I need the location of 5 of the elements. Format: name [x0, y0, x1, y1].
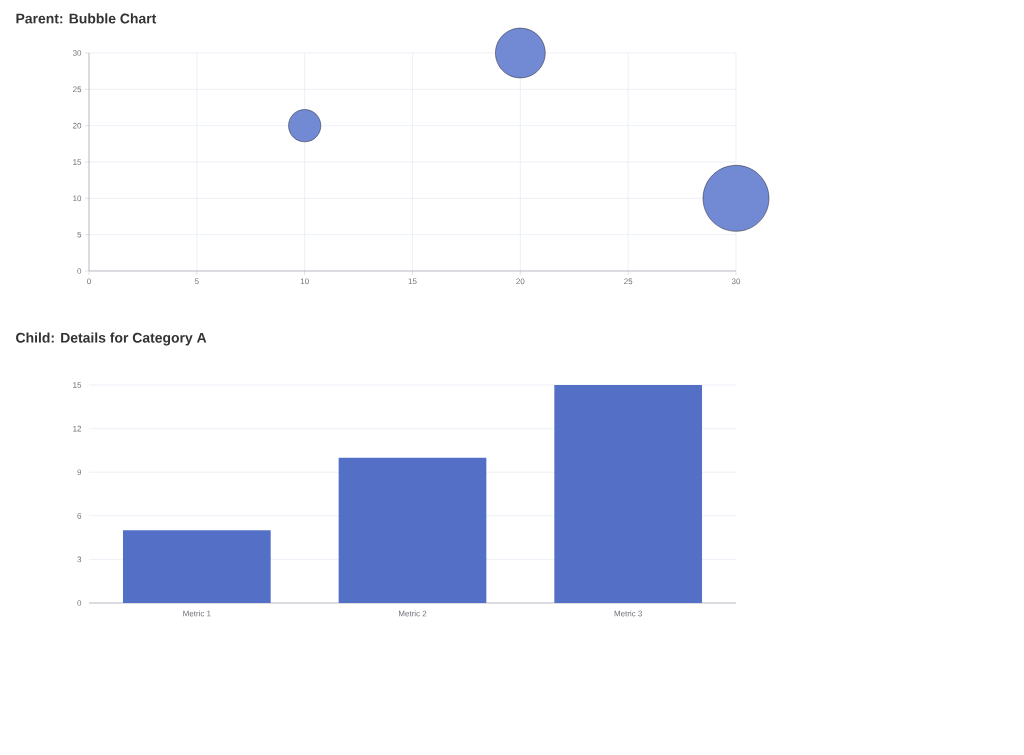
chart-title: Parent: Bubble Chart [16, 13, 157, 24]
bar [122, 530, 271, 604]
bar [338, 457, 487, 604]
chart-title: Child: Details for Category A [16, 332, 207, 346]
bar [554, 385, 703, 604]
